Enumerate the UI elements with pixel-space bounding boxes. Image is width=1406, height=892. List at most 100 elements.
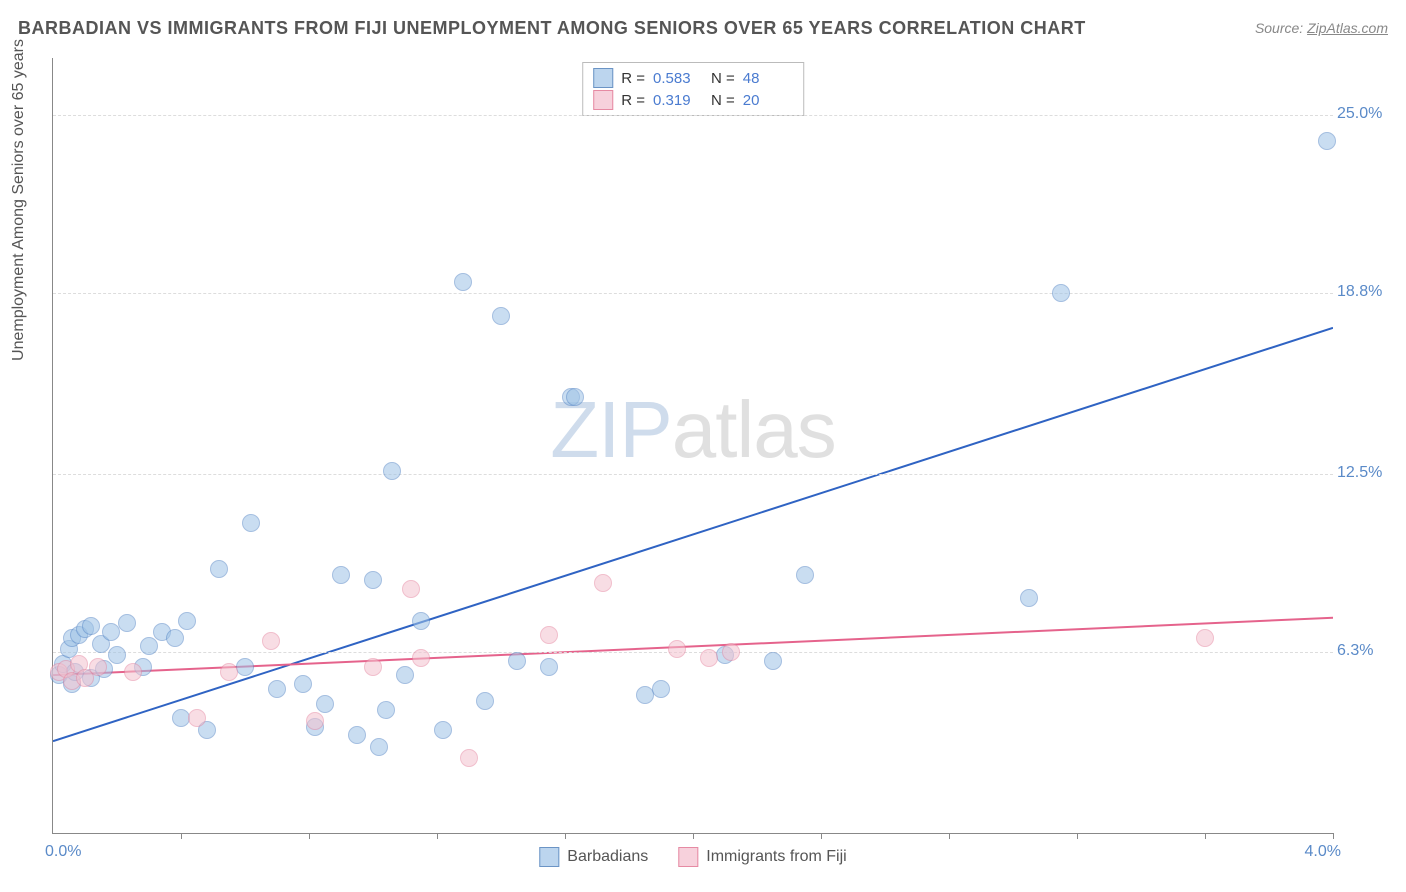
data-point (402, 580, 420, 598)
data-point (316, 695, 334, 713)
data-point (124, 663, 142, 681)
data-point (220, 663, 238, 681)
data-point (108, 646, 126, 664)
data-point (1196, 629, 1214, 647)
series-name: Barbadians (567, 848, 648, 866)
data-point (118, 614, 136, 632)
trend-line (53, 328, 1333, 741)
chart-title: BARBADIAN VS IMMIGRANTS FROM FIJI UNEMPL… (18, 18, 1086, 38)
data-point (476, 692, 494, 710)
trend-lines-svg (53, 58, 1333, 833)
data-point (188, 709, 206, 727)
data-point (102, 623, 120, 641)
data-point (412, 649, 430, 667)
legend-n-value: 20 (743, 92, 793, 109)
gridline (53, 115, 1333, 116)
data-point (348, 726, 366, 744)
data-point (1020, 589, 1038, 607)
legend-swatch (539, 847, 559, 867)
data-point (370, 738, 388, 756)
series-legend-item: Barbadians (539, 847, 648, 867)
watermark-atlas: atlas (672, 385, 836, 474)
gridline (53, 652, 1333, 653)
data-point (166, 629, 184, 647)
correlation-legend: R = 0.583 N = 48 R = 0.319 N = 20 (582, 62, 804, 116)
legend-r-value: 0.583 (653, 70, 703, 87)
data-point (236, 658, 254, 676)
x-min-label: 0.0% (45, 843, 81, 861)
legend-swatch (678, 847, 698, 867)
x-tick-mark (565, 833, 566, 839)
data-point (364, 571, 382, 589)
data-point (594, 574, 612, 592)
data-point (242, 514, 260, 532)
series-name: Immigrants from Fiji (706, 848, 846, 866)
legend-n-value: 48 (743, 70, 793, 87)
legend-r-key: R = (621, 70, 645, 87)
data-point (412, 612, 430, 630)
data-point (540, 658, 558, 676)
legend-swatch (593, 68, 613, 88)
y-tick-label: 6.3% (1337, 642, 1397, 660)
data-point (210, 560, 228, 578)
series-legend: Barbadians Immigrants from Fiji (539, 847, 846, 867)
legend-row: R = 0.319 N = 20 (593, 89, 793, 111)
series-legend-item: Immigrants from Fiji (678, 847, 846, 867)
legend-swatch (593, 90, 613, 110)
data-point (1052, 284, 1070, 302)
y-tick-label: 12.5% (1337, 464, 1397, 482)
data-point (566, 388, 584, 406)
x-tick-mark (1077, 833, 1078, 839)
legend-n-key: N = (711, 70, 735, 87)
data-point (294, 675, 312, 693)
data-point (492, 307, 510, 325)
x-tick-mark (181, 833, 182, 839)
data-point (82, 617, 100, 635)
data-point (1318, 132, 1336, 150)
legend-r-key: R = (621, 92, 645, 109)
source-link[interactable]: ZipAtlas.com (1307, 20, 1388, 36)
data-point (262, 632, 280, 650)
data-point (508, 652, 526, 670)
data-point (652, 680, 670, 698)
data-point (722, 643, 740, 661)
watermark: ZIPatlas (550, 384, 835, 476)
source-attribution: Source: ZipAtlas.com (1255, 20, 1388, 36)
data-point (306, 712, 324, 730)
data-point (383, 462, 401, 480)
x-tick-mark (1333, 833, 1334, 839)
data-point (268, 680, 286, 698)
legend-r-value: 0.319 (653, 92, 703, 109)
y-axis-label: Unemployment Among Seniors over 65 years (10, 0, 28, 450)
x-tick-mark (693, 833, 694, 839)
data-point (332, 566, 350, 584)
legend-n-key: N = (711, 92, 735, 109)
data-point (178, 612, 196, 630)
data-point (668, 640, 686, 658)
source-prefix: Source: (1255, 20, 1307, 36)
data-point (89, 658, 107, 676)
y-tick-label: 18.8% (1337, 283, 1397, 301)
y-tick-label: 25.0% (1337, 105, 1397, 123)
data-point (377, 701, 395, 719)
data-point (434, 721, 452, 739)
x-max-label: 4.0% (1305, 843, 1341, 861)
gridline (53, 293, 1333, 294)
data-point (454, 273, 472, 291)
data-point (396, 666, 414, 684)
x-tick-mark (437, 833, 438, 839)
data-point (796, 566, 814, 584)
data-point (364, 658, 382, 676)
x-tick-mark (1205, 833, 1206, 839)
data-point (140, 637, 158, 655)
data-point (540, 626, 558, 644)
legend-row: R = 0.583 N = 48 (593, 67, 793, 89)
x-tick-mark (309, 833, 310, 839)
x-tick-mark (821, 833, 822, 839)
scatter-plot-area: ZIPatlas R =0.583N =48R =0.319N =20 Barb… (52, 58, 1333, 834)
data-point (460, 749, 478, 767)
data-point (764, 652, 782, 670)
gridline (53, 474, 1333, 475)
x-tick-mark (949, 833, 950, 839)
data-point (700, 649, 718, 667)
